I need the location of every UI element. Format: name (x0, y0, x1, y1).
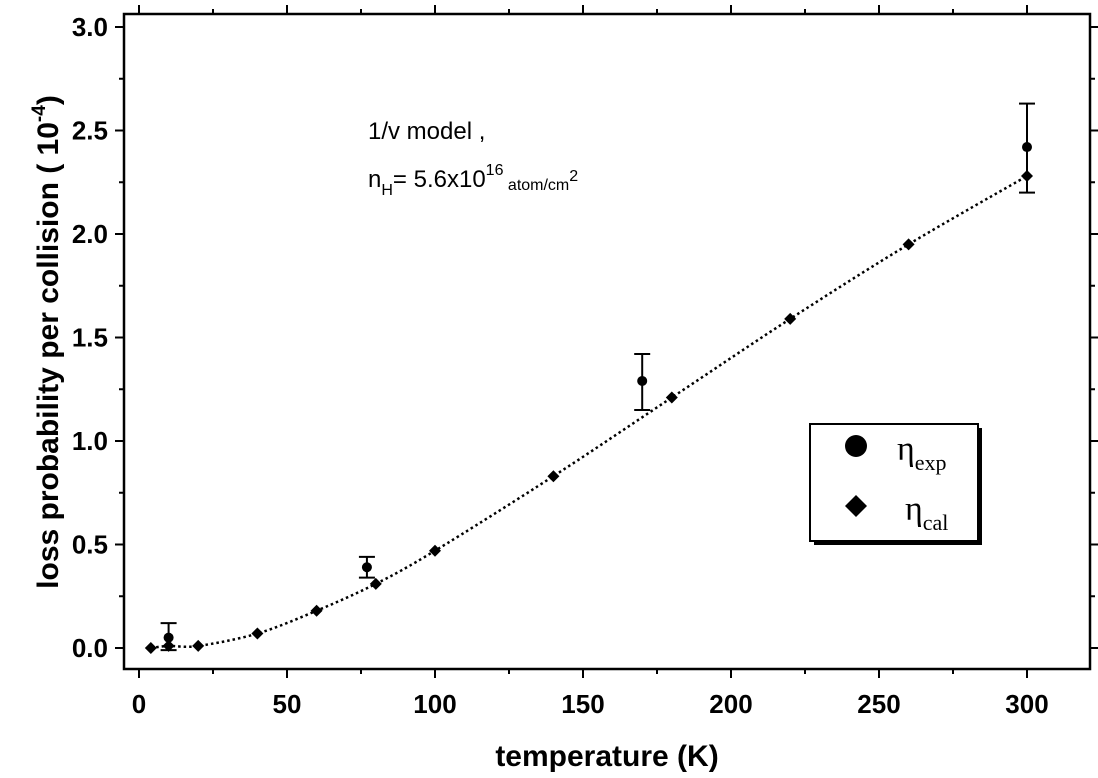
legend-cal-marker (845, 495, 867, 517)
annotation-n-sub: H (381, 182, 393, 199)
errorbar-layer (160, 102, 1035, 652)
y-tick-label: 0.5 (72, 530, 108, 560)
x-tick-label: 150 (561, 689, 604, 719)
y-axis-title: loss probability per collision ( 10-4) (29, 95, 65, 589)
calc-point (162, 639, 175, 652)
calc-point (192, 639, 205, 652)
y-axis-title-exponent: -4 (29, 105, 50, 122)
exp-point (361, 562, 372, 573)
calc-point (1021, 170, 1033, 183)
legend-exp-marker (845, 435, 867, 457)
y-tick-label: 2.5 (72, 116, 108, 146)
calc-curve-layer (150, 174, 1028, 650)
annotation-exponent: 16 (486, 162, 504, 179)
y-tick-label: 1.0 (72, 426, 108, 456)
calc-point (665, 391, 678, 404)
legend-box (809, 423, 979, 542)
legend: ηexp ηcal (809, 423, 982, 545)
x-tick-label: 300 (1005, 689, 1048, 719)
legend-exp-sub: exp (915, 450, 947, 475)
y-tick-label: 1.5 (72, 323, 108, 353)
calc-point (144, 642, 157, 654)
exp-point (1022, 142, 1032, 153)
x-axis-ticks: 0 50 100 150 200 250 300 (132, 5, 1049, 719)
x-tick-label: 0 (132, 689, 146, 719)
legend-cal-symbol: η (905, 491, 923, 528)
annotation-model: 1/v model , (368, 118, 485, 145)
legend-exp-symbol: η (897, 431, 915, 468)
x-axis-title: temperature (K) (495, 740, 718, 773)
annotation-unit-exponent: 2 (569, 168, 578, 185)
x-tick-label: 200 (709, 689, 752, 719)
calc-point (902, 238, 915, 251)
x-tick-label: 250 (857, 689, 900, 719)
calc-point (251, 627, 264, 640)
legend-cal-sub: cal (923, 510, 949, 535)
legend-cal-label: ηcal (905, 491, 948, 535)
annotation-equals: = 5.6x10 (393, 166, 486, 193)
annotation-density: nH= 5.6x1016 atom/cm2 (368, 162, 578, 199)
calc-point (547, 470, 560, 483)
y-tick-label: 0.0 (72, 633, 108, 663)
y-tick-label: 3.0 (72, 12, 108, 42)
y-axis-ticks: 0.0 0.5 1.0 1.5 2.0 2.5 3.0 (72, 12, 1098, 663)
calc-point (369, 577, 382, 590)
y-axis-title-main: loss probability per collision ( 10 (32, 122, 65, 589)
annotation-n: n (368, 166, 381, 193)
x-tick-label: 100 (413, 689, 456, 719)
calc-point (310, 604, 323, 617)
x-tick-label: 50 (273, 689, 302, 719)
exp-point (163, 632, 174, 643)
calc-point (784, 312, 797, 325)
y-axis-title-close: ) (32, 95, 65, 105)
annotation-unit: atom/cm (503, 177, 569, 194)
calc-curve-line (150, 174, 1028, 650)
y-tick-label: 2.0 (72, 219, 108, 249)
calc-point (429, 544, 441, 557)
plot-frame (122, 12, 1092, 671)
exp-point (637, 375, 648, 386)
legend-exp-label: ηexp (897, 431, 947, 475)
marker-layer (144, 142, 1033, 654)
